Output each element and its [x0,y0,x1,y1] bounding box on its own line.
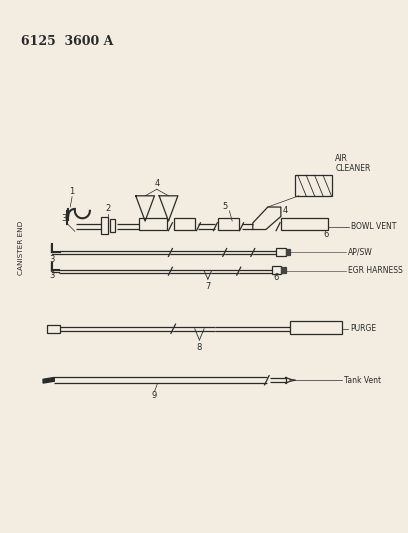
Text: 4: 4 [154,179,160,188]
Text: 3: 3 [50,255,55,264]
Bar [295,175,333,196]
Text: BOWL VENT: BOWL VENT [351,222,397,231]
Bar [218,219,239,230]
Text: 3: 3 [49,271,54,280]
Text: 3: 3 [61,214,67,223]
Bar [281,219,328,230]
Text: AIR
CLEANER: AIR CLEANER [335,154,370,173]
Text: EGR HARNESS: EGR HARNESS [348,266,403,275]
Text: 4: 4 [283,206,288,215]
Bar [281,267,286,272]
Polygon shape [43,377,54,383]
Text: 7: 7 [205,282,211,291]
Bar [139,219,166,230]
Bar [109,219,115,232]
Text: 9: 9 [152,392,157,400]
Bar [47,325,60,333]
Text: 8: 8 [197,343,202,352]
Text: AP/SW: AP/SW [348,247,373,256]
Bar [286,249,290,255]
Text: Tank Vent: Tank Vent [344,376,381,385]
Text: 2: 2 [105,204,110,213]
Text: 1: 1 [69,187,75,196]
Bar [101,217,108,234]
Text: 6: 6 [323,230,328,239]
Bar [290,321,342,334]
Bar [276,248,286,256]
Text: PURGE: PURGE [350,324,376,333]
Bar [271,266,281,273]
Text: 6: 6 [273,273,279,282]
Text: CANISTER END: CANISTER END [18,221,24,275]
Bar [174,219,195,230]
Text: 5: 5 [222,202,227,211]
Text: 6125  3600 A: 6125 3600 A [20,35,113,48]
